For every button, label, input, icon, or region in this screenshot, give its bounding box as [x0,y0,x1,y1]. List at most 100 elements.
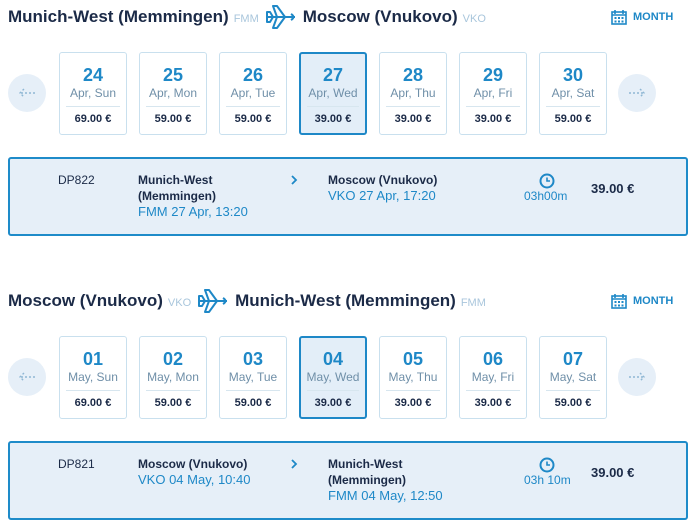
plane [197,288,229,314]
divider [546,390,600,391]
day-number: 02 [162,349,184,369]
divider [546,106,600,107]
day-date: Apr, Tue [230,86,276,100]
day-number: 24 [82,65,104,85]
flight-price: 39.00 € [591,465,635,480]
arrival: Moscow (Vnukovo) VKO 27 Apr, 17:20 [328,172,446,204]
from-city: Munich-West (Memmingen) [8,7,229,26]
day-date: May, Tue [228,370,278,384]
day-price: 59.00 € [234,113,272,125]
flight-number: DP822 [58,173,95,187]
flight-row[interactable]: DP822 Munich-West (Memmingen) FMM 27 Apr, … [8,157,688,236]
divider [226,390,280,391]
day-card[interactable]: 06 May, Fri 39.00 € [459,336,527,419]
day-number: 29 [482,65,504,85]
day-date: May, Fri [471,370,515,384]
day-number: 25 [162,65,184,85]
duration: 03h00m [524,189,568,203]
next-arrow[interactable] [618,358,656,396]
prev-arrow[interactable] [8,358,46,396]
day-date: May, Mon [147,370,199,384]
plane-icon [265,5,295,29]
divider [386,390,440,391]
day-card[interactable]: 28 Apr, Thu 39.00 € [379,52,447,135]
day-card[interactable]: 30 Apr, Sat 59.00 € [539,52,607,135]
flight-price: 39.00 € [591,181,635,196]
calendar [611,9,627,25]
day-card[interactable]: 02 May, Mon 59.00 € [139,336,207,419]
divider [466,390,520,391]
day-date: May, Sat [549,370,597,384]
departure-time: VKO 04 May, 10:40 [138,472,251,487]
day-date: Apr, Wed [308,86,358,100]
prev-arrow[interactable] [8,74,46,112]
day-number: 26 [242,65,264,85]
day-number: 03 [242,349,264,369]
day-card[interactable]: 27 Apr, Wed 39.00 € [299,52,367,135]
day-price: 39.00 € [314,113,352,125]
day-card[interactable]: 03 May, Tue 59.00 € [219,336,287,419]
divider [66,106,120,107]
day-number: 04 [322,349,344,369]
day-price: 39.00 € [314,397,352,409]
day-card[interactable]: 29 Apr, Fri 39.00 € [459,52,527,135]
plane [265,4,297,30]
departure: Moscow (Vnukovo) VKO 04 May, 10:40 [138,456,256,488]
flight-row[interactable]: DP821 Moscow (Vnukovo) VKO 04 May, 10:40 Mu… [8,441,688,520]
to-code: VKO [462,12,486,25]
divider [466,106,520,107]
day-number: 07 [562,349,584,369]
month-button[interactable]: MONTH [611,9,673,25]
to-city: Munich-West (Memmingen) [235,291,456,310]
arrival: Munich-West (Memmingen) FMM 04 May, 12:50 [328,456,446,504]
calendar-icon [611,10,627,25]
divider [386,106,440,107]
flight-number: DP821 [58,457,95,471]
month-label: MONTH [633,295,674,307]
day-price: 59.00 € [234,397,272,409]
chevron [290,457,298,472]
departure-airport: Moscow (Vnukovo) [138,457,248,471]
next-arrow[interactable] [618,74,656,112]
divider [146,390,200,391]
clock [539,457,555,473]
day-price: 59.00 € [154,113,192,125]
day-card[interactable]: 24 Apr, Sun 69.00 € [59,52,127,135]
day-card[interactable]: 07 May, Sat 59.00 € [539,336,607,419]
from-code: VKO [167,296,192,309]
day-card[interactable]: 26 Apr, Tue 59.00 € [219,52,287,135]
day-date: May, Wed [306,370,360,384]
day-card[interactable]: 25 Apr, Mon 59.00 € [139,52,207,135]
day-number: 30 [562,65,584,85]
day-price: 59.00 € [154,397,192,409]
day-card[interactable]: 05 May, Thu 39.00 € [379,336,447,419]
clock [539,173,555,189]
day-card[interactable]: 01 May, Sun 69.00 € [59,336,127,419]
duration: 03h 10m [524,473,571,487]
month-label: MONTH [633,11,674,23]
day-date: Apr, Mon [148,86,198,100]
arrival-time: FMM 04 May, 12:50 [328,488,443,503]
day-card[interactable]: 04 May, Wed 39.00 € [299,336,367,419]
route-header: Munich-West (Memmingen) FMM Moscow (Vnukov… [8,4,492,30]
day-number: 01 [82,349,104,369]
calendar-icon [611,294,627,309]
divider [226,106,280,107]
day-date: Apr, Sat [551,86,595,100]
day-price: 69.00 € [74,397,112,409]
day-price: 39.00 € [474,113,512,125]
month-button[interactable]: MONTH [611,293,673,309]
divider [307,390,359,391]
day-price: 69.00 € [74,113,112,125]
arrival-airport: Munich-West (Memmingen) [328,457,406,487]
to-city: Moscow (Vnukovo) [302,7,458,26]
day-number: 28 [402,65,424,85]
departure-time: FMM 27 Apr, 13:20 [138,204,248,219]
route-header: Moscow (Vnukovo) VKO Munich-West (Memminge… [8,288,492,314]
day-price: 59.00 € [554,113,592,125]
day-number: 27 [322,65,344,85]
from-code: FMM [233,12,259,25]
day-date: May, Thu [388,370,438,384]
day-price: 59.00 € [554,397,592,409]
